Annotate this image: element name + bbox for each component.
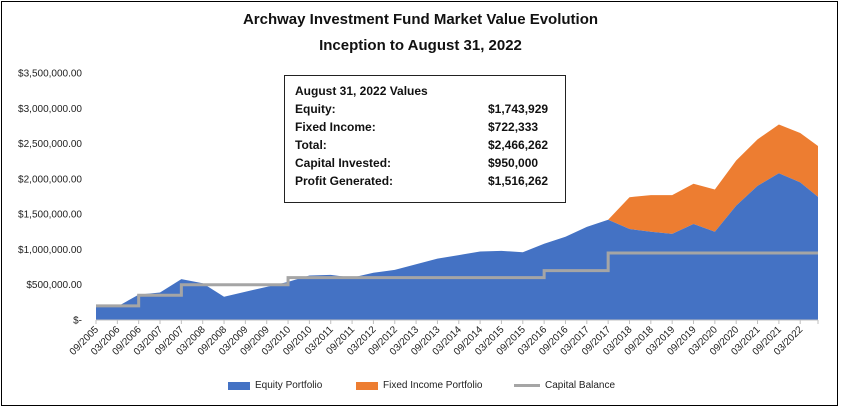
capital-balance-line — [96, 251, 818, 308]
info-value: $722,333 — [488, 120, 539, 134]
info-label: Total: — [295, 138, 327, 152]
y-axis: $- $500,000.00 $1,000,000.00 $1,500,000.00 $… — [18, 69, 82, 327]
legend-item-equity: Equity Portfolio — [228, 380, 322, 391]
legend-swatch-fixed-income — [356, 381, 378, 390]
chart-legend: Equity Portfolio Fixed Income Portfolio … — [0, 380, 841, 394]
info-label: Profit Generated: — [295, 174, 394, 188]
legend-label: Capital Balance — [545, 380, 616, 391]
info-value: $1,516,262 — [488, 174, 549, 188]
y-tick-label: $500,000.00 — [26, 280, 82, 291]
y-tick-label: $1,000,000.00 — [18, 245, 82, 256]
fixed-income-area — [96, 124, 818, 307]
legend-label: Equity Portfolio — [255, 380, 323, 391]
y-tick-label: $2,000,000.00 — [18, 174, 82, 185]
y-tick-label: $1,500,000.00 — [18, 210, 82, 221]
y-tick-label: $3,000,000.00 — [18, 104, 82, 115]
info-label: Equity: — [295, 102, 336, 116]
equity-area — [96, 173, 818, 320]
chart-title: Archway Investment Fund Market Value Evo… — [242, 11, 599, 28]
y-tick-label: $3,500,000.00 — [18, 69, 82, 80]
info-label: Fixed Income: — [295, 120, 376, 134]
x-axis: 09/200503/200609/200603/200709/200703/20… — [68, 319, 819, 358]
info-label: Capital Invested: — [295, 156, 392, 170]
chart-areas — [96, 124, 818, 320]
legend-item-capital: Capital Balance — [514, 380, 615, 391]
legend-item-fixed-income: Fixed Income Portfolio — [356, 380, 483, 391]
legend-swatch-capital — [514, 384, 540, 387]
legend-label: Fixed Income Portfolio — [383, 380, 483, 391]
info-value: $1,743,929 — [488, 102, 549, 116]
y-tick-label: $2,500,000.00 — [18, 139, 82, 150]
info-box-heading: August 31, 2022 Values — [295, 84, 428, 98]
chart-subtitle: Inception to August 31, 2022 — [319, 37, 522, 54]
info-value: $2,466,262 — [488, 138, 549, 152]
legend-swatch-equity — [228, 381, 250, 390]
y-tick-label: $- — [73, 316, 82, 327]
info-value: $950,000 — [488, 156, 539, 170]
values-info-box: August 31, 2022 Values Equity: $1,743,92… — [284, 75, 566, 203]
